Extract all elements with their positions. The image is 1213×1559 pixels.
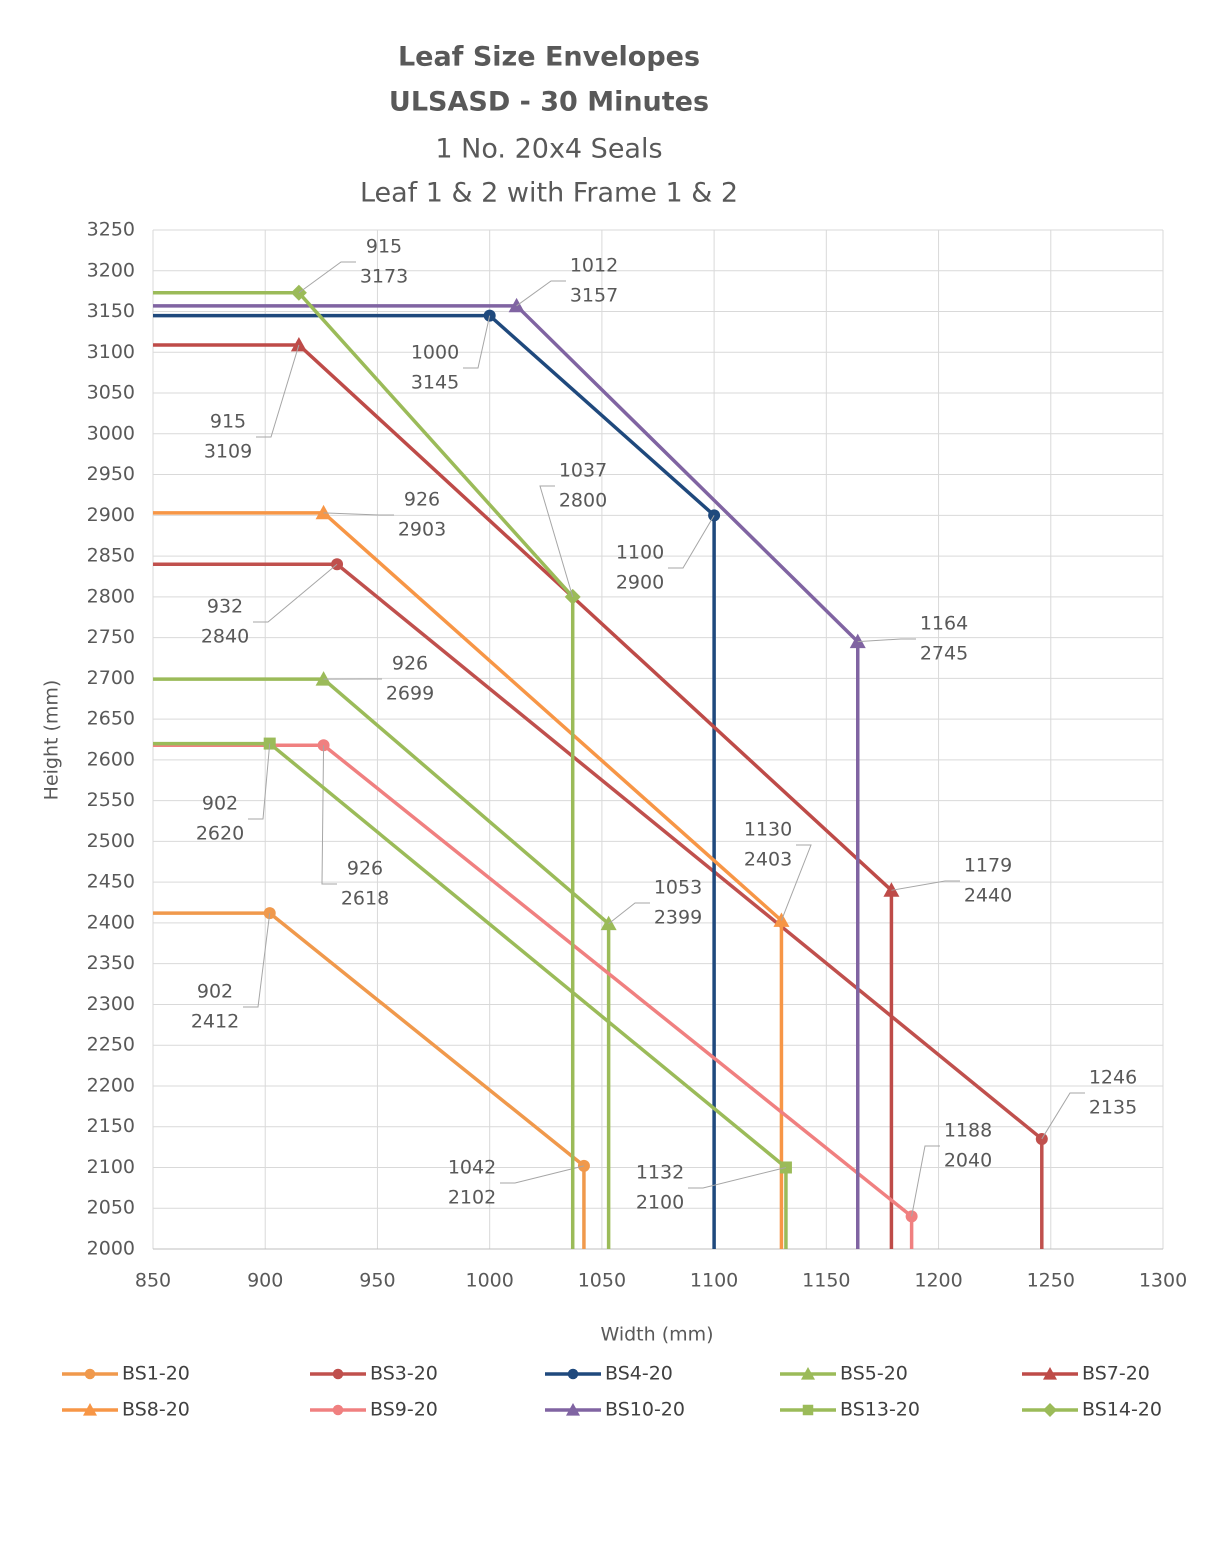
data-label: 1246 <box>1089 1067 1137 1089</box>
data-label: 2745 <box>920 643 968 665</box>
legend-label: BS8-20 <box>122 1399 190 1421</box>
data-label: 2618 <box>341 888 389 910</box>
data-label: 2900 <box>616 572 664 594</box>
x-tick-label: 1150 <box>802 1270 850 1292</box>
y-tick-label: 2900 <box>87 504 135 526</box>
legend-label: BS14-20 <box>1082 1399 1162 1421</box>
x-tick-label: 850 <box>135 1270 171 1292</box>
data-label: 2903 <box>398 519 446 541</box>
chart-title: Leaf Size Envelopes <box>398 42 700 73</box>
x-axis-title: Width (mm) <box>600 1324 713 1346</box>
legend-label: BS9-20 <box>370 1399 438 1421</box>
data-label: 926 <box>392 653 428 675</box>
y-tick-label: 2500 <box>87 830 135 852</box>
y-tick-label: 2650 <box>87 708 135 730</box>
y-tick-label: 2150 <box>87 1115 135 1137</box>
y-tick-label: 2950 <box>87 463 135 485</box>
data-label: 1000 <box>411 342 459 364</box>
legend-label: BS4-20 <box>605 1363 673 1385</box>
data-label: 915 <box>366 236 402 258</box>
x-tick-label: 900 <box>247 1270 283 1292</box>
y-tick-label: 2850 <box>87 545 135 567</box>
y-tick-label: 2800 <box>87 585 135 607</box>
legend-marker <box>333 1405 344 1416</box>
data-label: 902 <box>197 981 233 1003</box>
data-label: 2440 <box>964 885 1012 907</box>
data-label: 3109 <box>204 441 252 463</box>
y-tick-label: 2250 <box>87 1034 135 1056</box>
chart-subtitle: 1 No. 20x4 Seals <box>435 134 662 165</box>
x-tick-label: 1250 <box>1027 1270 1075 1292</box>
data-label: 1179 <box>964 855 1012 877</box>
y-tick-label: 2050 <box>87 1197 135 1219</box>
y-tick-label: 2750 <box>87 626 135 648</box>
data-label: 1053 <box>654 877 702 899</box>
y-tick-label: 2300 <box>87 993 135 1015</box>
legend-label: BS10-20 <box>605 1399 685 1421</box>
data-label: 915 <box>210 411 246 433</box>
data-label: 2040 <box>944 1150 992 1172</box>
x-tick-label: 950 <box>359 1270 395 1292</box>
data-label: 926 <box>347 858 383 880</box>
y-tick-label: 2200 <box>87 1074 135 1096</box>
data-label: 3173 <box>360 266 408 288</box>
legend-marker <box>85 1369 96 1380</box>
data-label: 2620 <box>196 823 244 845</box>
data-label: 932 <box>207 596 243 618</box>
legend-label: BS3-20 <box>370 1363 438 1385</box>
data-label: 2100 <box>636 1192 684 1214</box>
x-tick-label: 1200 <box>914 1270 962 1292</box>
data-label: 1188 <box>944 1120 992 1142</box>
data-label: 2399 <box>654 907 702 929</box>
data-label: 3157 <box>570 285 618 307</box>
legend-label: BS5-20 <box>840 1363 908 1385</box>
legend-marker <box>803 1405 814 1416</box>
data-label: 2840 <box>201 626 249 648</box>
legend-label: BS7-20 <box>1082 1363 1150 1385</box>
data-label: 1130 <box>744 819 792 841</box>
y-tick-label: 2350 <box>87 952 135 974</box>
data-label: 1042 <box>448 1157 496 1179</box>
y-tick-label: 3050 <box>87 382 135 404</box>
chart-subtitle: Leaf 1 & 2 with Frame 1 & 2 <box>360 178 738 209</box>
x-tick-label: 1000 <box>465 1270 513 1292</box>
legend-label: BS1-20 <box>122 1363 190 1385</box>
x-tick-label: 1100 <box>690 1270 738 1292</box>
y-axis-title: Height (mm) <box>41 680 63 801</box>
data-label: 3145 <box>411 372 459 394</box>
y-tick-label: 2550 <box>87 789 135 811</box>
chart-subtitle: ULSASD - 30 Minutes <box>389 87 709 118</box>
data-label: 2699 <box>386 683 434 705</box>
y-tick-label: 2450 <box>87 871 135 893</box>
data-label: 2800 <box>559 490 607 512</box>
legend-marker <box>333 1369 344 1380</box>
y-tick-label: 2600 <box>87 748 135 770</box>
x-tick-label: 1050 <box>578 1270 626 1292</box>
y-tick-label: 2700 <box>87 667 135 689</box>
legend-label: BS13-20 <box>840 1399 920 1421</box>
data-label: 2102 <box>448 1187 496 1209</box>
data-label: 1037 <box>559 460 607 482</box>
data-label: 926 <box>404 489 440 511</box>
y-tick-label: 2400 <box>87 911 135 933</box>
x-tick-label: 1300 <box>1139 1270 1187 1292</box>
y-tick-label: 2000 <box>87 1238 135 1260</box>
data-label: 1132 <box>636 1162 684 1184</box>
data-label: 1100 <box>616 542 664 564</box>
y-tick-label: 3150 <box>87 300 135 322</box>
data-label: 1164 <box>920 613 968 635</box>
legend-marker <box>568 1369 579 1380</box>
y-tick-label: 3200 <box>87 259 135 281</box>
data-label: 2403 <box>744 849 792 871</box>
y-tick-label: 2100 <box>87 1156 135 1178</box>
y-tick-label: 3000 <box>87 422 135 444</box>
y-tick-label: 3250 <box>87 219 135 241</box>
y-tick-label: 3100 <box>87 341 135 363</box>
data-label: 1012 <box>570 255 618 277</box>
data-label: 902 <box>202 793 238 815</box>
data-label: 2135 <box>1089 1097 1137 1119</box>
data-label: 2412 <box>191 1011 239 1033</box>
